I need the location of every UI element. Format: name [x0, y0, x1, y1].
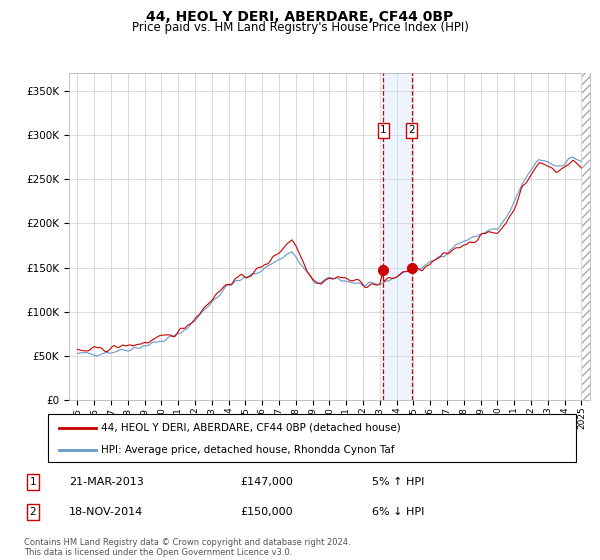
- Text: 18-NOV-2014: 18-NOV-2014: [69, 507, 143, 517]
- Text: Price paid vs. HM Land Registry's House Price Index (HPI): Price paid vs. HM Land Registry's House …: [131, 21, 469, 34]
- Text: Contains HM Land Registry data © Crown copyright and database right 2024.
This d: Contains HM Land Registry data © Crown c…: [24, 538, 350, 557]
- Text: 44, HEOL Y DERI, ABERDARE, CF44 0BP: 44, HEOL Y DERI, ABERDARE, CF44 0BP: [146, 10, 454, 24]
- Text: 21-MAR-2013: 21-MAR-2013: [69, 477, 144, 487]
- Bar: [383, 73, 412, 400]
- Text: 1: 1: [29, 477, 37, 487]
- Text: £147,000: £147,000: [240, 477, 293, 487]
- Text: 44, HEOL Y DERI, ABERDARE, CF44 0BP (detached house): 44, HEOL Y DERI, ABERDARE, CF44 0BP (det…: [101, 423, 401, 433]
- Text: 2: 2: [408, 125, 415, 136]
- Text: 6% ↓ HPI: 6% ↓ HPI: [372, 507, 424, 517]
- Text: 5% ↑ HPI: 5% ↑ HPI: [372, 477, 424, 487]
- Text: HPI: Average price, detached house, Rhondda Cynon Taf: HPI: Average price, detached house, Rhon…: [101, 445, 394, 455]
- Text: £150,000: £150,000: [240, 507, 293, 517]
- Text: 2: 2: [29, 507, 37, 517]
- Text: 1: 1: [380, 125, 387, 136]
- Bar: [582, 73, 590, 400]
